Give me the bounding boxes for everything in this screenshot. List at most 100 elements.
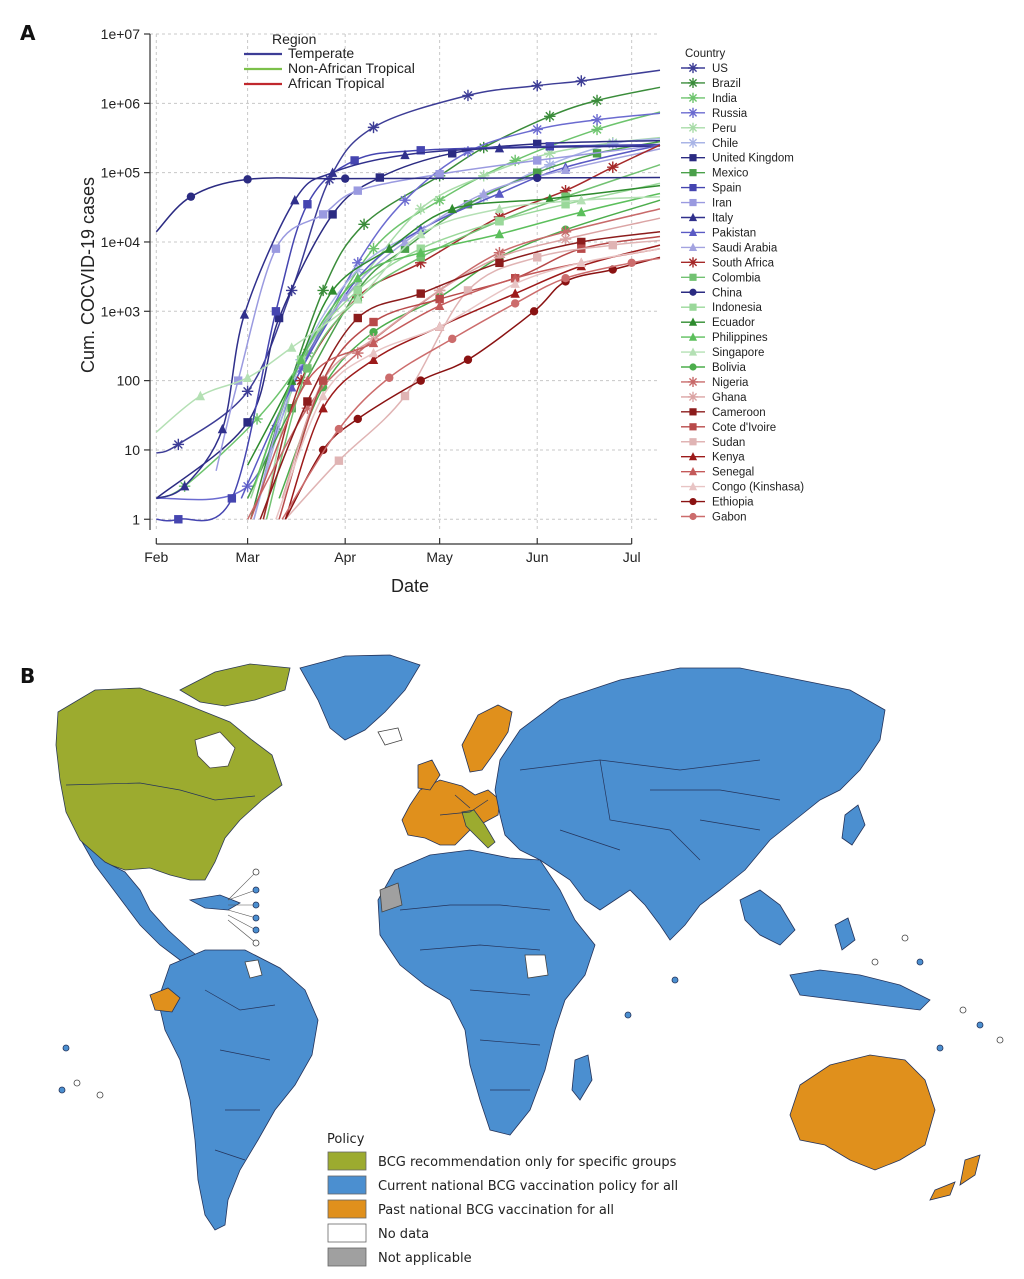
country-legend-label: China bbox=[712, 287, 743, 299]
island-dot bbox=[252, 926, 260, 934]
data-point-us bbox=[241, 385, 254, 398]
data-point-russia bbox=[352, 257, 364, 269]
policy-legend-swatch bbox=[327, 1247, 367, 1267]
data-point-singapore bbox=[353, 293, 363, 304]
x-tick-label: Mar bbox=[236, 549, 260, 565]
country-legend-label: India bbox=[712, 93, 738, 105]
data-point-gabon bbox=[627, 258, 636, 268]
country-legend-marker bbox=[689, 303, 697, 311]
country-legend-label: Singapore bbox=[712, 347, 764, 359]
series-singapore bbox=[155, 195, 661, 433]
country-legend-label: Russia bbox=[712, 108, 748, 120]
country-legend-label: Saudi Arabia bbox=[712, 242, 778, 254]
series-line-south-africa bbox=[262, 144, 661, 520]
data-point-ethiopia bbox=[353, 414, 362, 424]
data-point-south-africa bbox=[559, 184, 572, 197]
data-point-russia bbox=[531, 123, 543, 136]
data-point-ghana bbox=[559, 233, 572, 245]
country-legend-label: Bolivia bbox=[712, 362, 746, 374]
data-point-mexico bbox=[463, 200, 473, 209]
data-point-india bbox=[509, 154, 521, 167]
caribbean-islands bbox=[188, 894, 241, 911]
data-point-senegal bbox=[434, 300, 445, 311]
iceland-shape bbox=[377, 727, 403, 746]
island-dot bbox=[73, 1079, 81, 1087]
data-point-congo-kinshasa bbox=[510, 278, 520, 288]
data-point-south-africa bbox=[415, 257, 427, 269]
chart-series bbox=[155, 69, 661, 524]
country-legend-marker bbox=[687, 62, 699, 74]
country-legend-label: Italy bbox=[712, 213, 733, 225]
data-point-sudan bbox=[334, 456, 344, 465]
data-point-pakistan bbox=[494, 188, 505, 198]
country-legend-title: Country bbox=[685, 48, 726, 60]
country-legend-label: Gabon bbox=[712, 512, 747, 524]
country-legend-marker bbox=[687, 137, 699, 148]
data-point-kenya bbox=[510, 288, 520, 298]
data-point-cote-d-ivoire bbox=[318, 376, 328, 385]
series-china bbox=[155, 173, 661, 233]
italy-shape bbox=[461, 809, 496, 849]
data-point-bolivia bbox=[369, 327, 378, 337]
country-legend-marker bbox=[689, 198, 697, 207]
country-legend-marker bbox=[687, 122, 699, 133]
y-tick-label: 1 bbox=[132, 511, 140, 527]
data-point-iran bbox=[271, 244, 281, 253]
series-line-us bbox=[156, 69, 661, 454]
policy-legend-swatch bbox=[327, 1175, 367, 1195]
island-dot bbox=[871, 958, 879, 966]
philippines-shape bbox=[834, 917, 856, 951]
data-point-cameroon bbox=[303, 397, 312, 406]
chart-ticks: 1 10 100 1e+03 1e+04 1e+05 1e+06 1e+07 Feb Mar Apr… bbox=[101, 26, 641, 565]
series-gabon bbox=[281, 257, 661, 520]
data-point-pakistan bbox=[286, 382, 297, 392]
data-point-indonesia bbox=[561, 200, 570, 209]
country-legend-marker bbox=[689, 408, 697, 416]
series-philippines bbox=[253, 192, 661, 487]
series-united-kingdom bbox=[155, 139, 661, 499]
island-dot bbox=[252, 886, 260, 894]
africa-borders bbox=[399, 904, 551, 1091]
policy-legend-label: No data bbox=[378, 1227, 429, 1242]
country-legend-marker bbox=[689, 154, 697, 162]
y-tick-label: 1e+07 bbox=[101, 26, 141, 42]
panel-b-letter: B bbox=[20, 664, 35, 688]
policy-legend: Policy BCG recommendation only for speci… bbox=[327, 1132, 678, 1267]
data-point-gabon bbox=[510, 299, 520, 308]
scandinavia-shape bbox=[461, 704, 513, 773]
country-legend-marker bbox=[688, 467, 698, 476]
region-legend-title: Region bbox=[272, 31, 316, 47]
data-point-italy bbox=[239, 309, 250, 319]
data-point-singapore bbox=[286, 342, 297, 352]
data-point-italy bbox=[179, 480, 190, 491]
eurasia-borders bbox=[519, 759, 781, 861]
data-point-gabon bbox=[561, 274, 570, 283]
country-legend-label: Nigeria bbox=[712, 377, 749, 389]
country-legend-label: South Africa bbox=[712, 257, 775, 269]
ecuador-shape bbox=[149, 987, 181, 1013]
country-legend-marker bbox=[688, 347, 698, 356]
data-point-ghana bbox=[433, 284, 446, 297]
region-legend-label: African Tropical bbox=[288, 75, 384, 91]
island-dot bbox=[976, 1021, 984, 1029]
data-point-us bbox=[323, 173, 336, 186]
policy-legend-swatch bbox=[327, 1151, 367, 1171]
data-point-nigeria bbox=[301, 402, 314, 414]
data-point-us bbox=[575, 75, 587, 87]
data-point-italy bbox=[327, 167, 338, 177]
data-point-saudi-arabia bbox=[560, 164, 571, 174]
south-sudan-shape bbox=[524, 954, 549, 979]
country-legend-marker bbox=[689, 423, 697, 431]
south-america-borders bbox=[204, 989, 276, 1161]
country-legend-marker bbox=[688, 242, 698, 251]
europe-borders bbox=[439, 794, 489, 816]
country-legend-label: Ethiopia bbox=[712, 497, 754, 509]
data-point-brazil bbox=[358, 218, 370, 230]
data-point-nigeria bbox=[352, 347, 364, 359]
y-tick-label: 1e+04 bbox=[101, 234, 141, 250]
data-point-singapore bbox=[242, 372, 253, 382]
country-legend-label: US bbox=[712, 63, 728, 75]
australia-shape bbox=[789, 1054, 936, 1171]
data-point-spain bbox=[545, 142, 555, 151]
data-point-brazil bbox=[591, 94, 603, 107]
